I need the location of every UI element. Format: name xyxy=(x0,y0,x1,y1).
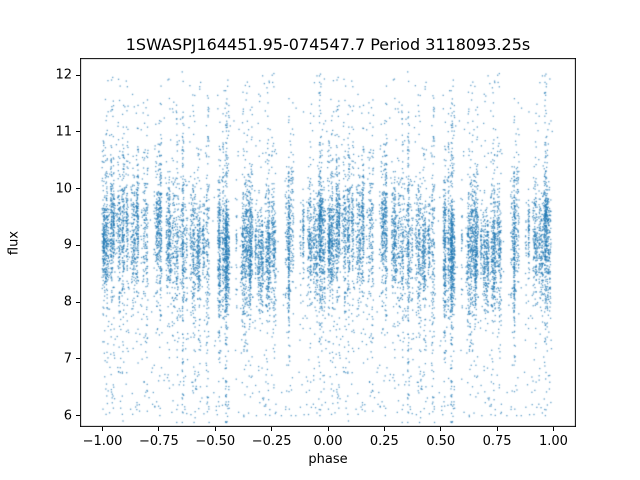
y-axis-label: flux xyxy=(6,230,22,256)
x-tick-mark xyxy=(102,427,104,431)
y-tick-mark xyxy=(76,188,80,190)
x-tick-mark xyxy=(271,427,273,431)
y-tick-label: 10 xyxy=(55,181,72,197)
x-tick-mark xyxy=(496,427,498,431)
x-tick-label: 1.00 xyxy=(538,434,568,449)
y-tick-mark xyxy=(76,415,80,417)
x-tick-mark xyxy=(327,427,329,431)
y-tick-label: 11 xyxy=(55,124,72,140)
y-tick-mark xyxy=(76,301,80,303)
y-tick-label: 9 xyxy=(63,237,72,253)
y-tick-label: 12 xyxy=(55,67,72,83)
scatter-canvas xyxy=(80,58,576,427)
x-tick-mark xyxy=(158,427,160,431)
x-tick-mark xyxy=(440,427,442,431)
x-tick-label: 0.00 xyxy=(313,434,343,449)
x-tick-mark xyxy=(383,427,385,431)
x-axis-label: phase xyxy=(308,452,348,467)
y-tick-mark xyxy=(76,244,80,246)
y-tick-mark xyxy=(76,131,80,133)
x-tick-mark xyxy=(552,427,554,431)
x-tick-label: −0.50 xyxy=(195,434,236,449)
y-tick-label: 8 xyxy=(63,294,72,310)
x-tick-label: −1.00 xyxy=(82,434,123,449)
y-tick-label: 6 xyxy=(63,408,72,424)
y-tick-mark xyxy=(76,358,80,360)
y-tick-mark xyxy=(76,74,80,76)
x-tick-label: −0.75 xyxy=(138,434,179,449)
x-tick-label: −0.25 xyxy=(251,434,292,449)
axes-area: −1.00 −0.75 −0.50 −0.25 0.00 0.25 0.50 0.75 1.00… xyxy=(55,58,576,449)
y-tick-label: 7 xyxy=(63,351,72,367)
x-tick-label: 0.75 xyxy=(482,434,512,449)
x-tick-mark xyxy=(214,427,216,431)
x-tick-label: 0.25 xyxy=(369,434,399,449)
x-tick-label: 0.50 xyxy=(426,434,456,449)
chart-title: 1SWASPJ164451.95-074547.7 Period 3118093… xyxy=(125,35,531,54)
